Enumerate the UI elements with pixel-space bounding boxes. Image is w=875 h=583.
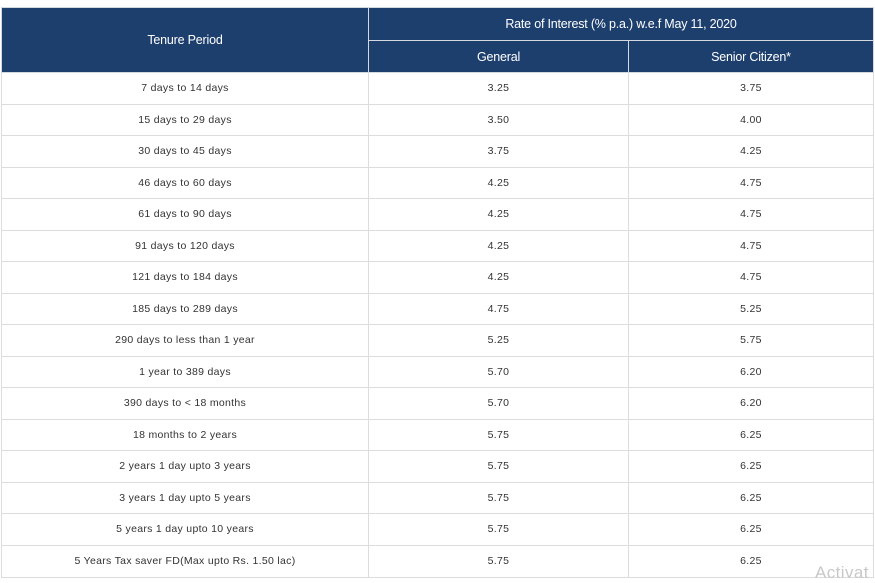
- tenure-cell: 61 days to 90 days: [1, 198, 369, 231]
- general-header: General: [368, 40, 629, 73]
- table-row: 46 days to 60 days 4.25 4.75: [1, 166, 874, 199]
- senior-citizen-rate-cell: 4.75: [628, 166, 874, 199]
- table-body: 7 days to 14 days 3.25 3.75 15 days to 29 d…: [1, 72, 874, 578]
- table-row: 5 years 1 day upto 10 years 5.75 6.25: [1, 513, 874, 546]
- tenure-cell: 91 days to 120 days: [1, 229, 369, 262]
- senior-citizen-rate-cell: 4.75: [628, 229, 874, 262]
- general-rate-cell: 5.75: [368, 418, 629, 451]
- table-row: 290 days to less than 1 year 5.25 5.75: [1, 324, 874, 357]
- general-rate-cell: 5.75: [368, 481, 629, 514]
- table-row: 3 years 1 day upto 5 years 5.75 6.25: [1, 481, 874, 514]
- general-rate-cell: 4.25: [368, 229, 629, 262]
- tenure-cell: 15 days to 29 days: [1, 103, 369, 136]
- senior-citizen-rate-cell: 6.20: [628, 387, 874, 420]
- table-row: 5 Years Tax saver FD(Max upto Rs. 1.50 l…: [1, 544, 874, 578]
- table-row: 121 days to 184 days 4.25 4.75: [1, 261, 874, 294]
- senior-citizen-header: Senior Citizen*: [628, 40, 874, 73]
- senior-citizen-rate-cell: 4.25: [628, 135, 874, 168]
- senior-citizen-rate-cell: 4.75: [628, 261, 874, 294]
- tenure-cell: 121 days to 184 days: [1, 261, 369, 294]
- rate-of-interest-header: Rate of Interest (% p.a.) w.e.f May 11, …: [368, 7, 874, 41]
- table-row: 61 days to 90 days 4.25 4.75: [1, 198, 874, 231]
- tenure-cell: 290 days to less than 1 year: [1, 324, 369, 357]
- general-rate-cell: 5.70: [368, 355, 629, 388]
- windows-activation-watermark: Activat: [815, 563, 869, 582]
- table-row: 15 days to 29 days 3.50 4.00: [1, 103, 874, 136]
- tenure-cell: 2 years 1 day upto 3 years: [1, 450, 369, 483]
- tenure-period-header: Tenure Period: [1, 7, 369, 73]
- general-rate-cell: 5.75: [368, 450, 629, 483]
- tenure-cell: 185 days to 289 days: [1, 292, 369, 325]
- tenure-cell: 3 years 1 day upto 5 years: [1, 481, 369, 514]
- senior-citizen-rate-cell: 6.25: [628, 418, 874, 451]
- tenure-cell: 5 years 1 day upto 10 years: [1, 513, 369, 546]
- senior-citizen-rate-cell: 5.75: [628, 324, 874, 357]
- general-rate-cell: 4.25: [368, 166, 629, 199]
- tenure-cell: 7 days to 14 days: [1, 72, 369, 105]
- senior-citizen-rate-cell: 6.25: [628, 481, 874, 514]
- tenure-cell: 46 days to 60 days: [1, 166, 369, 199]
- general-rate-cell: 4.25: [368, 261, 629, 294]
- senior-citizen-rate-cell: 6.25: [628, 544, 874, 578]
- table-row: 30 days to 45 days 3.75 4.25: [1, 135, 874, 168]
- header-row: Tenure Period Rate of Interest (% p.a.) …: [1, 7, 874, 73]
- general-rate-cell: 5.70: [368, 387, 629, 420]
- table-row: 185 days to 289 days 4.75 5.25: [1, 292, 874, 325]
- interest-rate-table: Tenure Period Rate of Interest (% p.a.) …: [1, 7, 874, 578]
- tenure-cell: 5 Years Tax saver FD(Max upto Rs. 1.50 l…: [1, 544, 369, 578]
- general-rate-cell: 3.25: [368, 72, 629, 105]
- table-row: 1 year to 389 days 5.70 6.20: [1, 355, 874, 388]
- tenure-cell: 18 months to 2 years: [1, 418, 369, 451]
- table-row: 390 days to < 18 months 5.70 6.20: [1, 387, 874, 420]
- senior-citizen-rate-cell: 4.00: [628, 103, 874, 136]
- senior-citizen-rate-cell: 3.75: [628, 72, 874, 105]
- table-header: Tenure Period Rate of Interest (% p.a.) …: [1, 7, 874, 73]
- senior-citizen-rate-cell: 4.75: [628, 198, 874, 231]
- general-rate-cell: 5.75: [368, 544, 629, 578]
- senior-citizen-rate-cell: 5.25: [628, 292, 874, 325]
- tenure-cell: 1 year to 389 days: [1, 355, 369, 388]
- senior-citizen-rate-cell: 6.25: [628, 513, 874, 546]
- table-row: 91 days to 120 days 4.25 4.75: [1, 229, 874, 262]
- general-rate-cell: 5.25: [368, 324, 629, 357]
- tenure-cell: 30 days to 45 days: [1, 135, 369, 168]
- general-rate-cell: 5.75: [368, 513, 629, 546]
- senior-citizen-rate-cell: 6.20: [628, 355, 874, 388]
- table-row: 7 days to 14 days 3.25 3.75: [1, 72, 874, 105]
- table-row: 2 years 1 day upto 3 years 5.75 6.25: [1, 450, 874, 483]
- general-rate-cell: 3.50: [368, 103, 629, 136]
- table-row: 18 months to 2 years 5.75 6.25: [1, 418, 874, 451]
- header-subrow: General Senior Citizen*: [2, 40, 874, 73]
- general-rate-cell: 3.75: [368, 135, 629, 168]
- senior-citizen-rate-cell: 6.25: [628, 450, 874, 483]
- general-rate-cell: 4.75: [368, 292, 629, 325]
- general-rate-cell: 4.25: [368, 198, 629, 231]
- tenure-cell: 390 days to < 18 months: [1, 387, 369, 420]
